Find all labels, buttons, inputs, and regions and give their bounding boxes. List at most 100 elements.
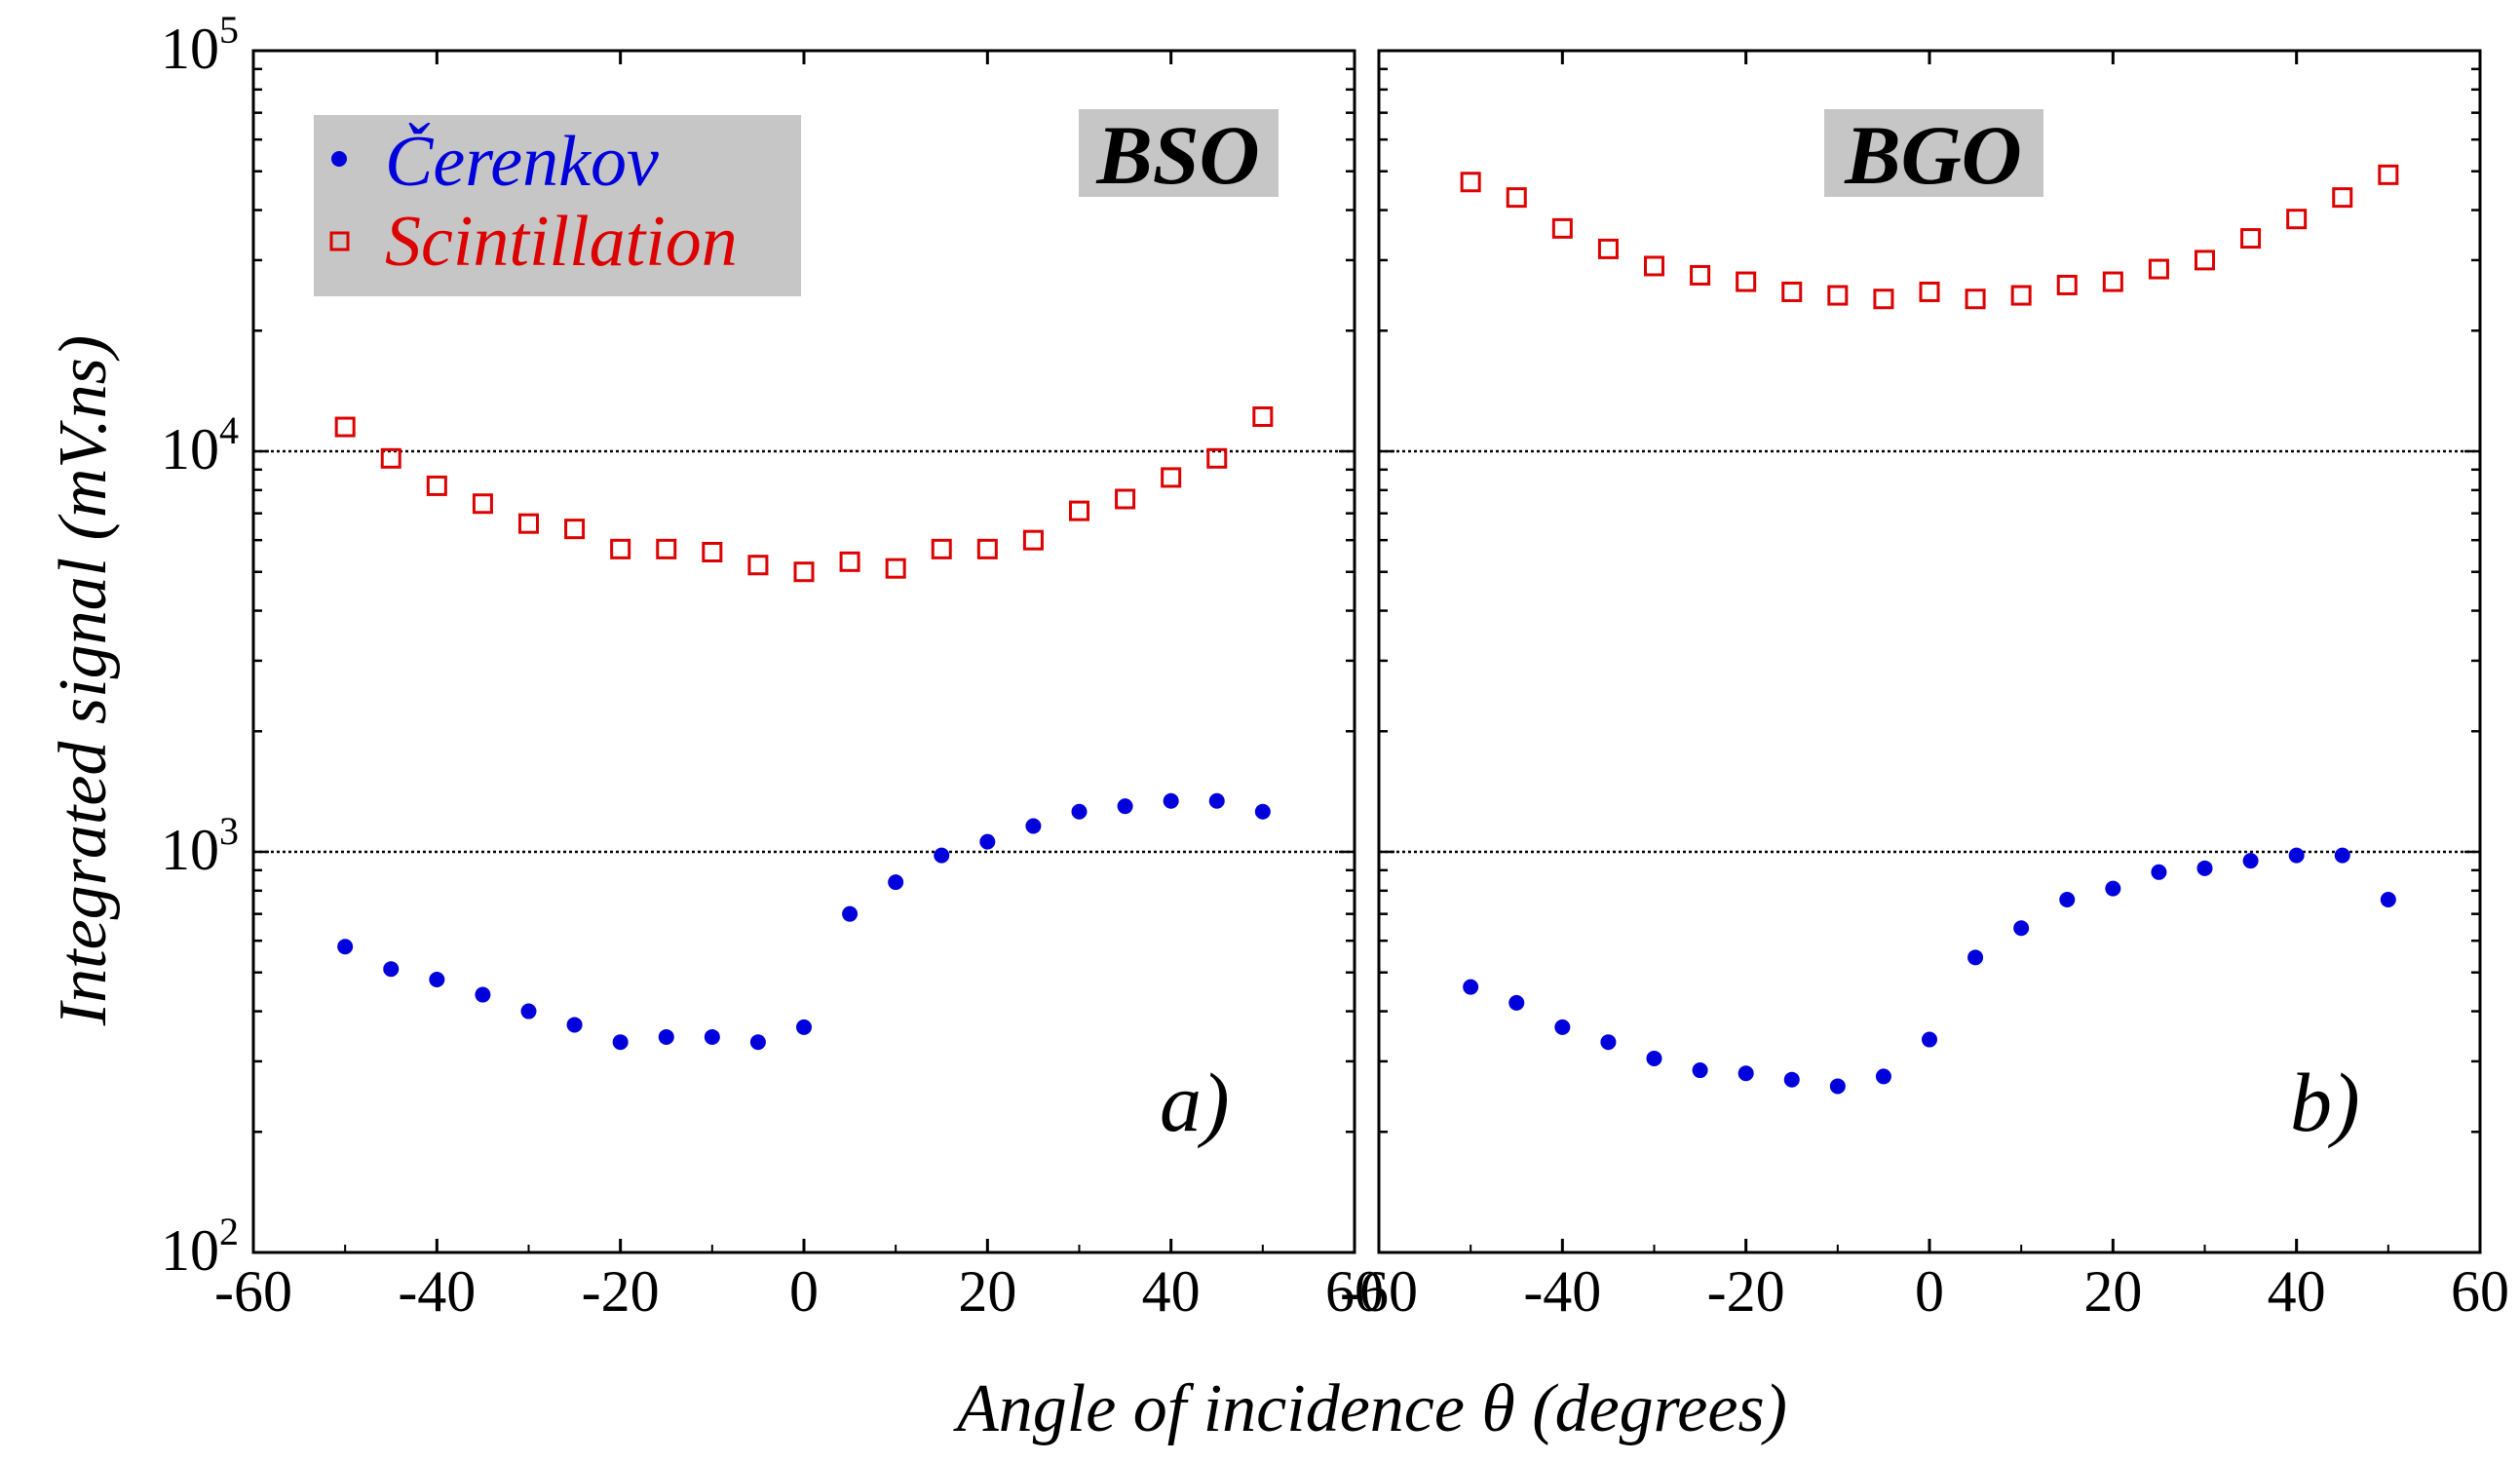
scintillation-point [2240, 228, 2262, 250]
cerenkov-point [383, 961, 400, 978]
scintillation-point [793, 561, 815, 583]
scintillation-point [380, 447, 401, 469]
cerenkov-point [2196, 860, 2213, 876]
x-tick-label: 20 [958, 1259, 1016, 1324]
scintillation-point [1206, 447, 1228, 469]
x-tick-label: 20 [2083, 1259, 2142, 1324]
scintillation-point [976, 538, 998, 559]
x-tick-label: 60 [1325, 1259, 1384, 1324]
panel-bso: -60 -40 -20 0 20 40 60 BSO a) [214, 49, 1384, 1324]
x-tick-label: -60 [1340, 1259, 1418, 1324]
cerenkov-point [2013, 920, 2030, 937]
cerenkov-point [979, 833, 996, 850]
cerenkov-point [1254, 803, 1271, 820]
scintillation-point [1919, 281, 1940, 302]
x-tick-label: 0 [1915, 1259, 1944, 1324]
scintillation-point [1115, 488, 1136, 510]
scintillation-point [1736, 271, 1757, 292]
series-cerenkov [1463, 847, 2396, 1095]
scintillation-point [1022, 529, 1044, 551]
cerenkov-point [2242, 853, 2259, 869]
scintillation-point [426, 475, 447, 496]
scintillation-point [518, 513, 539, 534]
cerenkov-point [1208, 792, 1225, 809]
cerenkov-point [749, 1034, 766, 1051]
cerenkov-point [1875, 1068, 1891, 1085]
cerenkov-point [1508, 994, 1525, 1011]
scintillation-point [702, 541, 723, 562]
y-tick-label: 102 [161, 1210, 239, 1283]
material-label-box [1824, 109, 2043, 197]
panel-bgo: -60 -40 -20 0 20 40 60 BGO b) [1340, 49, 2509, 1324]
cerenkov-point [796, 1019, 812, 1035]
cerenkov-point [2380, 891, 2396, 907]
series-scintillation [334, 406, 1274, 583]
scintillation-point [1873, 289, 1894, 310]
scintillation-point [564, 519, 586, 540]
cerenkov-point [2151, 864, 2167, 880]
cerenkov-point [1967, 949, 1984, 966]
scintillation-point [1161, 467, 1182, 488]
cerenkov-point [2334, 847, 2350, 864]
scintillation-point [1506, 187, 1527, 209]
scintillation-point [2102, 271, 2123, 292]
scintillation-point [2056, 274, 2078, 295]
x-tick-label: -40 [1523, 1259, 1601, 1324]
cerenkov-point [1163, 792, 1179, 809]
scintillation-point [931, 538, 952, 559]
cerenkov-point [1554, 1019, 1571, 1035]
cerenkov-point [520, 1003, 537, 1020]
scintillation-point [1644, 255, 1664, 277]
cerenkov-point [1600, 1034, 1617, 1051]
cerenkov-point [842, 905, 859, 922]
series-scintillation [1460, 164, 2399, 310]
series-cerenkov [337, 792, 1271, 1051]
x-tick-label: -20 [582, 1259, 660, 1324]
cerenkov-point [337, 939, 354, 955]
cerenkov-point [704, 1028, 720, 1045]
cerenkov-point [2288, 847, 2305, 864]
cerenkov-point [2059, 891, 2076, 907]
y-tick-label: 104 [161, 408, 239, 481]
legend-label-scintillation: Scintillation [385, 202, 738, 282]
material-label-box [1079, 109, 1279, 197]
x-tick-label: -60 [214, 1259, 292, 1324]
x-tick-label: -20 [1707, 1259, 1785, 1324]
cerenkov-point [934, 847, 950, 864]
scintillation-point [885, 558, 906, 579]
cerenkov-point [888, 874, 904, 891]
panel-label: a) [1160, 1056, 1230, 1149]
cerenkov-point [566, 1017, 583, 1033]
scintillation-point [1460, 172, 1481, 193]
legend-background [314, 115, 801, 296]
scintillation-point [1252, 406, 1274, 428]
cerenkov-point [429, 972, 445, 988]
x-tick-label: -40 [398, 1259, 476, 1324]
y-tick-label: 103 [161, 809, 239, 882]
cerenkov-point [1922, 1031, 1937, 1048]
scintillation-point [656, 538, 677, 559]
scintillation-point [2195, 250, 2215, 271]
cerenkov-point [1463, 979, 1479, 995]
y-axis-ticks: 102 103 104 105 [161, 8, 239, 1283]
legend-marker-cerenkov [331, 151, 347, 167]
scintillation-point [2378, 164, 2399, 185]
scintillation-point [2148, 258, 2169, 280]
y-tick-label: 105 [161, 8, 239, 81]
panel-label: b) [2290, 1056, 2360, 1149]
cerenkov-point [1737, 1065, 1754, 1082]
material-label: BSO [1095, 108, 1259, 202]
scintillation-point [1597, 238, 1619, 259]
scintillation-point [1965, 289, 1986, 310]
legend-marker-scintillation [329, 231, 350, 251]
scintillation-point [1551, 217, 1573, 239]
scintillation-point [610, 538, 631, 559]
material-label: BGO [1844, 108, 2022, 202]
scintillation-point [1690, 264, 1711, 286]
scintillation-point [1781, 281, 1803, 302]
y-axis-title: Integrated signal (mV.ns) [46, 335, 121, 1026]
cerenkov-point [1783, 1071, 1800, 1088]
x-tick-label: 0 [789, 1259, 819, 1324]
cerenkov-point [1025, 818, 1042, 834]
